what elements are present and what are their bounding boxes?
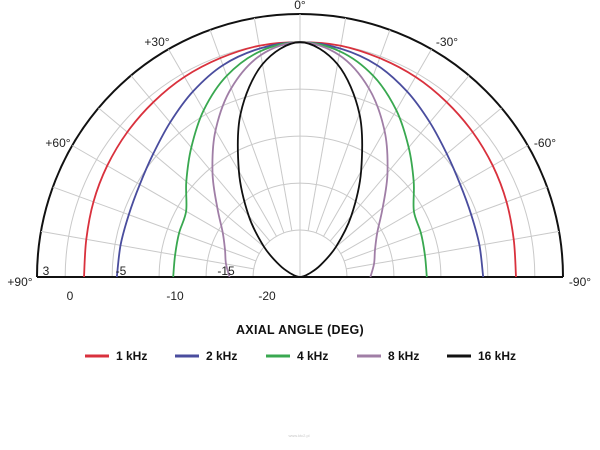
legend-label: 4 kHz: [297, 349, 328, 363]
angle-label: +30°: [144, 35, 169, 49]
legend-label: 1 kHz: [116, 349, 147, 363]
grid-spoke: [323, 48, 432, 237]
grid-spoke: [307, 17, 347, 231]
angle-label: +60°: [45, 136, 70, 150]
grid-spoke: [98, 107, 265, 248]
watermark-text: www.ktc2.pl: [288, 433, 309, 438]
radial-tick-label: -15: [217, 264, 235, 278]
grid-spoke: [168, 48, 277, 237]
grid-spoke: [130, 75, 271, 242]
legend-label: 16 kHz: [478, 349, 516, 363]
grid-spoke: [71, 145, 260, 254]
radial-tick-label: -5: [116, 264, 127, 278]
angle-label: -30°: [436, 35, 458, 49]
polar-grid: [36, 13, 564, 278]
radial-tick-label: 3: [43, 264, 50, 278]
series-layer: [83, 41, 517, 278]
radial-tick-label: -10: [166, 289, 184, 303]
grid-spoke: [315, 29, 391, 234]
legend: 1 kHz 2 kHz 4 kHz 8 kHz 16 kHz: [85, 349, 516, 363]
grid-spoke: [343, 186, 548, 262]
x-axis-title: AXIAL ANGLE (DEG): [236, 323, 364, 337]
grid-spoke: [52, 186, 257, 262]
grid-spoke: [329, 75, 470, 242]
grid-spoke: [340, 145, 529, 254]
grid-spoke: [253, 17, 293, 231]
angle-label: -60°: [534, 136, 556, 150]
grid-spoke: [346, 230, 560, 270]
grid-spoke: [209, 29, 285, 234]
radial-tick-label: 0: [67, 289, 74, 303]
series-line-16-khz: [236, 41, 364, 278]
grid-spoke: [335, 107, 502, 248]
radial-tick-label: -20: [258, 289, 276, 303]
legend-label: 2 kHz: [206, 349, 237, 363]
legend-label: 8 kHz: [388, 349, 419, 363]
grid-spoke: [40, 230, 254, 270]
angle-label: 0°: [294, 0, 306, 12]
label-layer: 0° +30° -30° +60° -60° +90° -90° 3 0 -5 -10 -15 -20: [7, 0, 591, 303]
angle-label: +90°: [7, 275, 32, 289]
angle-label: -90°: [569, 275, 591, 289]
